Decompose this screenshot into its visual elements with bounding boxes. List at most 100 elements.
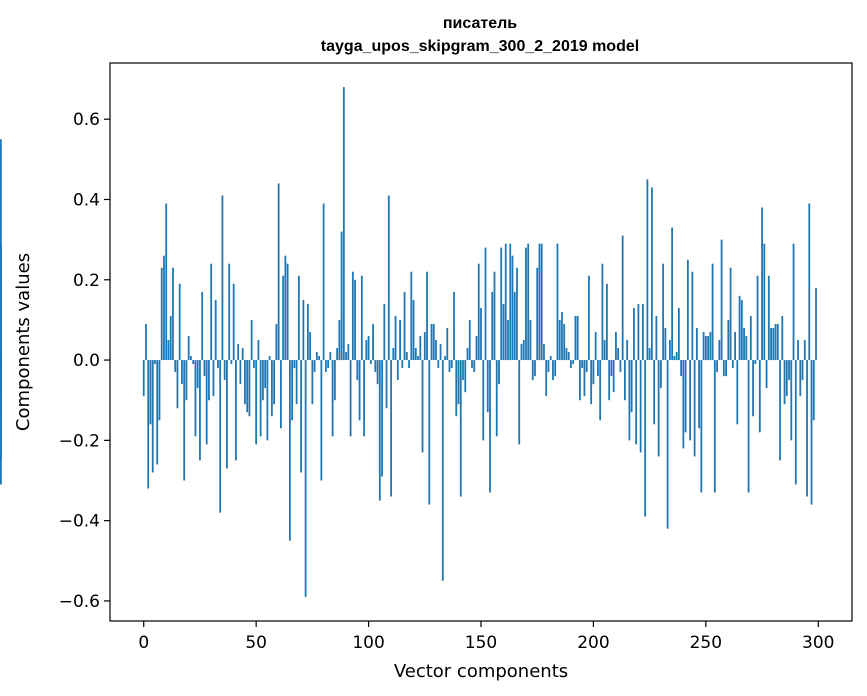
y-tick-label: −0.4 (59, 512, 100, 532)
bar-279 (770, 327, 772, 361)
bar-17 (181, 360, 183, 385)
bar-90 (345, 352, 347, 361)
bar-209 (612, 360, 615, 393)
bar-176 (538, 243, 541, 361)
bar-undefined (0, 243, 2, 361)
bar-30 (210, 263, 213, 361)
bar-71 (302, 299, 305, 361)
bar-157 (495, 360, 498, 437)
bar-180 (547, 360, 550, 373)
bar-28 (205, 360, 208, 445)
bar-129 (432, 323, 435, 361)
chart-subtitle: tayga_upos_skipgram_300_2_2019 model (321, 38, 639, 55)
bar-134 (444, 356, 446, 361)
bar-123 (419, 335, 422, 361)
bar-44 (241, 348, 244, 361)
bar-224 (646, 179, 649, 361)
bar-171 (527, 243, 530, 361)
bar-240 (682, 360, 685, 449)
bar-271 (752, 360, 754, 417)
bar-283 (779, 360, 781, 461)
bar-248 (700, 360, 703, 493)
bar-156 (493, 271, 496, 361)
bar-255 (716, 360, 718, 373)
x-tick-label: 100 (352, 633, 384, 653)
bar-84 (331, 360, 334, 437)
bar-65 (288, 360, 291, 541)
bar-36 (223, 360, 226, 381)
bar-4 (151, 360, 154, 473)
bar-189 (567, 352, 570, 361)
bar-277 (765, 360, 768, 389)
bar-230 (659, 360, 662, 389)
bar-188 (565, 348, 568, 361)
bar-150 (480, 307, 482, 361)
bar-235 (671, 227, 674, 361)
bar-133 (441, 360, 444, 581)
bar-172 (529, 319, 532, 361)
bar-231 (662, 263, 665, 361)
bar-75 (311, 360, 314, 405)
y-axis-label: Components values (13, 253, 34, 431)
x-tick-label: 200 (577, 633, 609, 653)
bar-153 (486, 360, 489, 413)
y-axis-ticks: −0.6 −0.4 −0.2 0.0 0.2 0.4 0.6 (59, 110, 110, 612)
bar-27 (203, 360, 206, 377)
bar-247 (698, 360, 700, 429)
bar-82 (327, 360, 329, 369)
bar-226 (650, 187, 653, 361)
x-axis-ticks: 0 50 100 150 200 250 300 (138, 621, 834, 653)
bar-115 (401, 360, 404, 369)
y-tick-label: 0.4 (73, 190, 100, 210)
bar-144 (466, 348, 469, 361)
bar-216 (628, 360, 631, 441)
bars (0, 87, 817, 597)
bar-23 (194, 360, 197, 437)
bar-205 (603, 339, 606, 361)
bar-262 (731, 360, 734, 369)
bar-213 (621, 235, 624, 361)
bar-97 (360, 275, 363, 361)
bar-178 (543, 344, 545, 361)
bar-163 (509, 243, 512, 361)
bar-217 (630, 360, 633, 413)
bar-161 (504, 243, 507, 361)
bar-116 (403, 291, 406, 361)
bar-218 (633, 307, 635, 361)
bar-282 (776, 323, 779, 361)
bar-204 (601, 263, 604, 361)
bar-46 (246, 360, 249, 413)
bar-60 (277, 183, 280, 361)
bar-62 (282, 275, 285, 361)
bar-11 (167, 339, 170, 361)
bar-63 (284, 255, 287, 361)
bar-152 (484, 247, 487, 361)
bar-200 (592, 360, 595, 385)
bar-210 (615, 331, 617, 361)
bar-221 (639, 360, 642, 453)
bar-278 (767, 275, 770, 361)
bar-227 (653, 360, 656, 425)
bar-241 (684, 360, 687, 433)
plot-frame (109, 62, 853, 622)
bar-222 (641, 303, 644, 361)
bar-198 (588, 275, 590, 361)
chart-title: писатель (443, 15, 517, 32)
bar-18 (183, 360, 186, 481)
bar-135 (446, 327, 449, 361)
bar-45 (244, 360, 246, 405)
bar-80 (322, 203, 325, 361)
bar-26 (201, 291, 204, 361)
bar-59 (275, 323, 278, 361)
bar-108 (385, 360, 388, 409)
bar-118 (408, 360, 410, 369)
bar-0 (142, 360, 145, 397)
bar-92 (349, 360, 352, 437)
bar-266 (740, 299, 743, 361)
bar-269 (747, 360, 750, 493)
bar-265 (738, 295, 741, 361)
bar-267 (743, 327, 745, 361)
bar-170 (525, 247, 527, 361)
bar-199 (590, 360, 593, 405)
bar-103 (374, 360, 377, 373)
